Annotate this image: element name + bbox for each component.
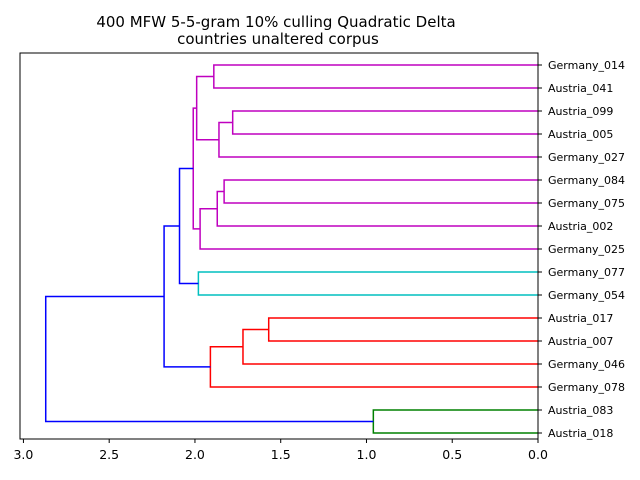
- dendrogram-link: [223, 179, 538, 204]
- chart-title-line-2: countries unaltered corpus: [177, 30, 379, 48]
- leaf-label: Germany_078: [548, 381, 625, 394]
- leaf-label: Germany_054: [548, 289, 625, 302]
- x-tick-label: 2.0: [185, 447, 205, 462]
- x-tick-label: 1.5: [271, 447, 291, 462]
- leaf-label: Austria_002: [548, 220, 613, 233]
- dendrogram-link: [231, 110, 538, 135]
- dendrogram-link: [218, 121, 538, 158]
- dendrogram-link: [44, 295, 374, 423]
- leaf-label: Germany_046: [548, 358, 625, 371]
- dendrogram-link: [178, 167, 199, 285]
- dendrogram-link: [209, 346, 538, 388]
- leaf-label: Austria_007: [548, 335, 613, 348]
- leaf-label: Germany_027: [548, 151, 625, 164]
- leaf-label: Austria_018: [548, 427, 613, 440]
- dendrogram-link: [163, 225, 211, 368]
- leaf-label: Germany_084: [548, 174, 625, 187]
- leaf-labels: Germany_014 Austria_041 Austria_099 Austria…: [538, 59, 625, 440]
- dendrogram-link: [216, 190, 538, 227]
- leaf-label: Austria_017: [548, 312, 613, 325]
- leaf-label: Austria_005: [548, 128, 613, 141]
- x-tick-label: 0.5: [442, 447, 462, 462]
- x-tick-label: 0.0: [528, 447, 548, 462]
- leaf-label: Austria_083: [548, 404, 613, 417]
- leaf-label: Germany_077: [548, 266, 625, 279]
- dendrogram-link: [242, 328, 538, 365]
- dendrogram-link: [267, 317, 538, 342]
- leaf-label: Germany_025: [548, 243, 625, 256]
- leaf-label: Germany_014: [548, 59, 625, 72]
- x-axis-ticks: 3.0 2.5 2.0 1.5 1.0 0.5 0.0: [13, 439, 548, 462]
- dendrogram-link: [213, 64, 538, 89]
- dendrogram-link: [372, 409, 538, 434]
- x-tick-label: 2.5: [99, 447, 119, 462]
- leaf-label: Austria_041: [548, 82, 613, 95]
- dendrogram-link: [199, 208, 538, 250]
- plot-frame: [19, 52, 539, 440]
- x-tick-label: 3.0: [13, 447, 33, 462]
- dendrogram-links: [44, 64, 538, 434]
- dendrogram-link: [195, 75, 219, 141]
- x-tick-label: 1.0: [357, 447, 377, 462]
- chart-title-line-1: 400 MFW 5-5-gram 10% culling Quadratic D…: [96, 13, 455, 31]
- leaf-label: Germany_075: [548, 197, 625, 210]
- leaf-label: Austria_099: [548, 105, 613, 118]
- dendrogram-link: [197, 271, 538, 296]
